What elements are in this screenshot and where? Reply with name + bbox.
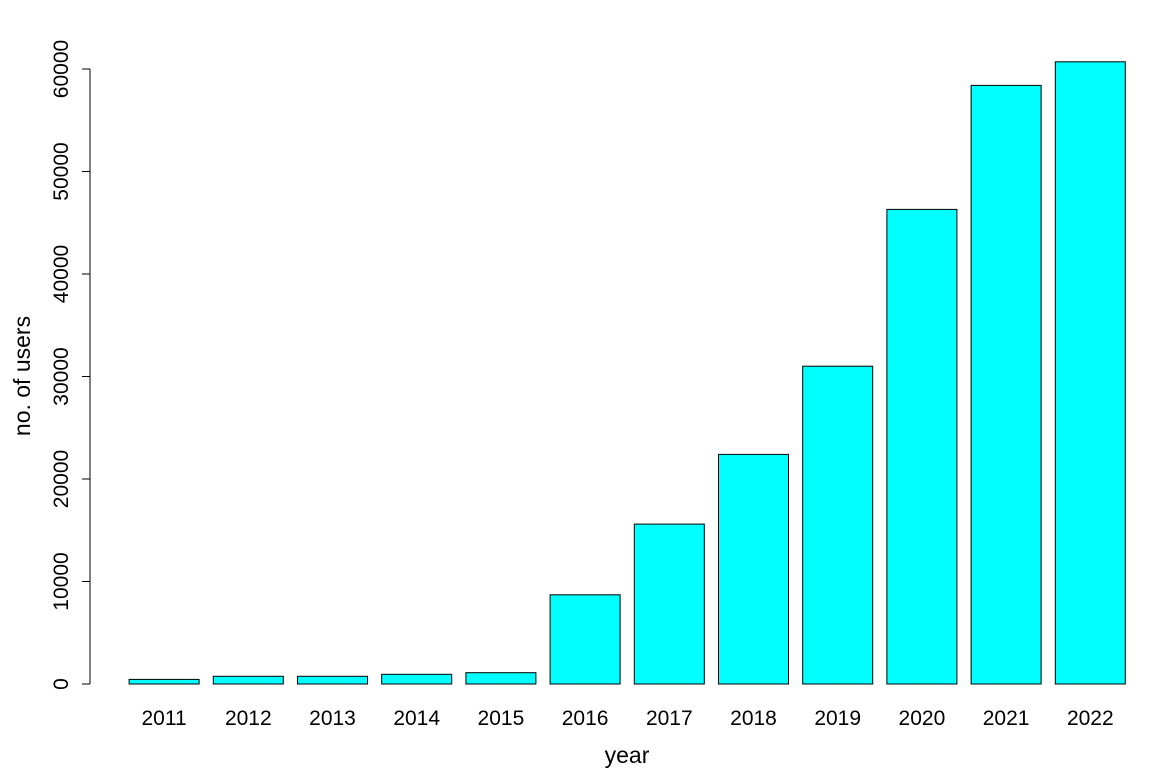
y-tick-label: 50000: [50, 142, 73, 200]
bar-2012: [212, 675, 284, 685]
bar-2015: [465, 672, 537, 685]
x-tick-label: 2017: [646, 707, 693, 730]
bars: [128, 61, 1126, 685]
bar-2014: [381, 673, 453, 685]
y-tick-label: 0: [50, 678, 73, 690]
y-tick-label: 60000: [50, 40, 73, 98]
x-tick-label: 2016: [562, 707, 609, 730]
bar-2011: [128, 678, 200, 685]
bar-2022: [1054, 61, 1126, 685]
bar-2016: [549, 594, 621, 685]
x-tick-label: 2019: [814, 707, 861, 730]
x-tick-label: 2022: [1067, 707, 1114, 730]
x-tick-label: 2011: [142, 707, 187, 730]
y-axis: 0 10000 20000 30000 40000 50000 60000: [50, 40, 91, 690]
x-tick-label: 2020: [899, 707, 946, 730]
bar-2020: [886, 208, 958, 685]
x-tick-label: 2014: [393, 707, 440, 730]
x-tick-label: 2015: [478, 707, 525, 730]
y-tick-label: 40000: [50, 245, 73, 303]
x-axis-title: year: [605, 742, 650, 768]
y-axis-title: no. of users: [9, 316, 35, 436]
x-tick-label: 2018: [730, 707, 777, 730]
x-axis-labels: 2011 2012 2013 2014 2015 2016 2017 2018 2019 2020…: [142, 707, 1114, 730]
y-tick-label: 20000: [50, 450, 73, 508]
x-tick-label: 2021: [983, 707, 1030, 730]
x-tick-label: 2013: [309, 707, 356, 730]
bar-2021: [970, 84, 1042, 685]
bar-2013: [297, 675, 368, 685]
bar-2018: [718, 453, 789, 685]
y-tick-label: 30000: [50, 347, 73, 405]
bar-2019: [802, 365, 874, 685]
x-tick-label: 2012: [225, 707, 272, 730]
bar-2017: [633, 523, 705, 685]
y-tick-label: 10000: [50, 552, 73, 610]
